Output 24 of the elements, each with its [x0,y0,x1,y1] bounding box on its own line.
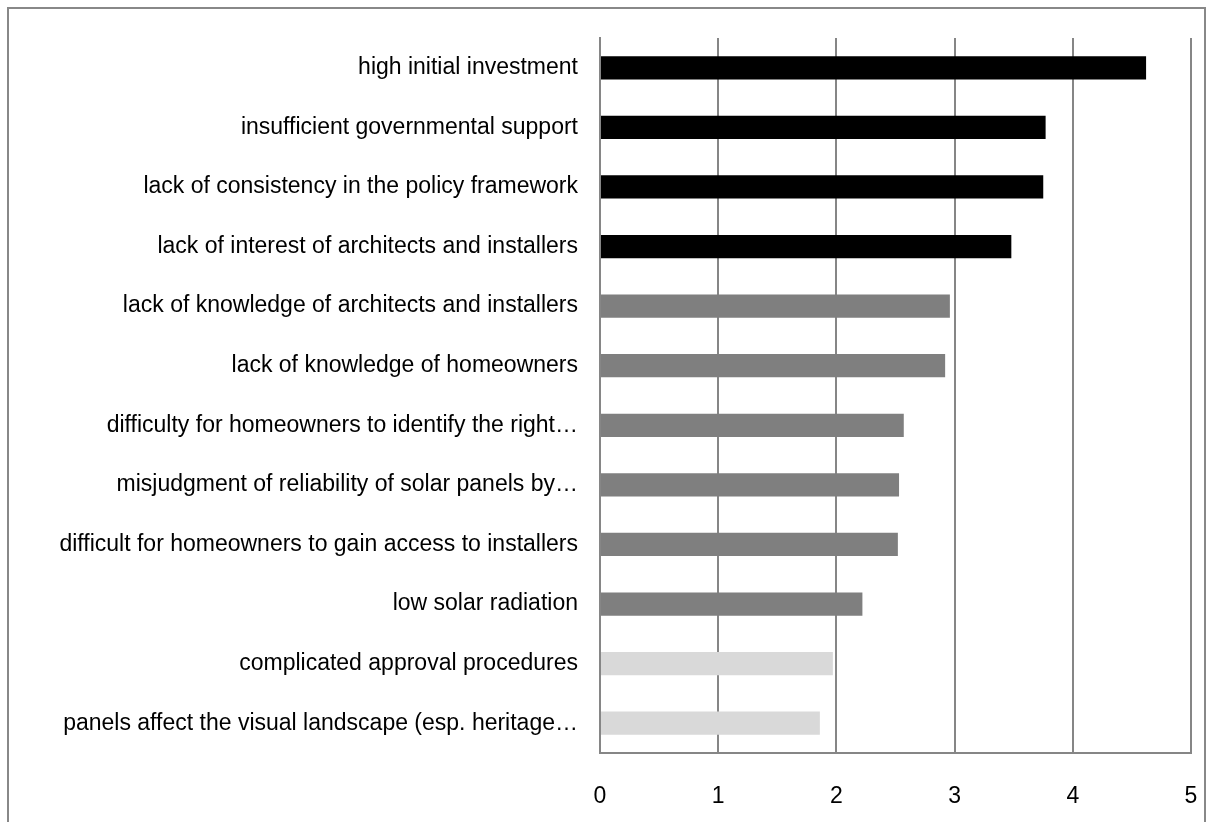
y-tick-label: high initial investment [358,53,579,80]
y-tick-label: difficulty for homeowners to identify the right… [106,410,578,437]
x-tick-label: 2 [830,782,843,809]
y-tick-label: low solar radiation [392,589,578,616]
y-tick-label: panels affect the visual landscape (esp. heritage… [63,708,578,735]
y-tick-label: lack of consistency in the policy framework [143,172,579,199]
x-tick-label: 1 [711,782,725,809]
y-tick-label: misjudgment of reliability of solar panels by… [116,470,578,497]
bar [601,115,1046,139]
x-tick-label: 5 [1184,782,1198,809]
y-tick-label: lack of interest of architects and installers [157,231,578,258]
bar [601,56,1147,80]
x-tick-label: 3 [948,782,961,809]
bar [601,652,833,676]
x-tick-label: 4 [1066,782,1080,809]
y-tick-label: difficult for homeowners to gain access to installers [59,529,578,556]
y-tick-label: lack of knowledge of homeowners [231,351,578,378]
bar [601,175,1044,199]
bar [601,234,1012,259]
bar [601,711,820,735]
y-tick-label: complicated approval procedures [239,648,578,675]
y-tick-label: insufficient governmental support [240,112,579,139]
x-tick-label: 0 [593,782,607,809]
y-tick-label: lack of knowledge of architects and installers [122,291,578,318]
